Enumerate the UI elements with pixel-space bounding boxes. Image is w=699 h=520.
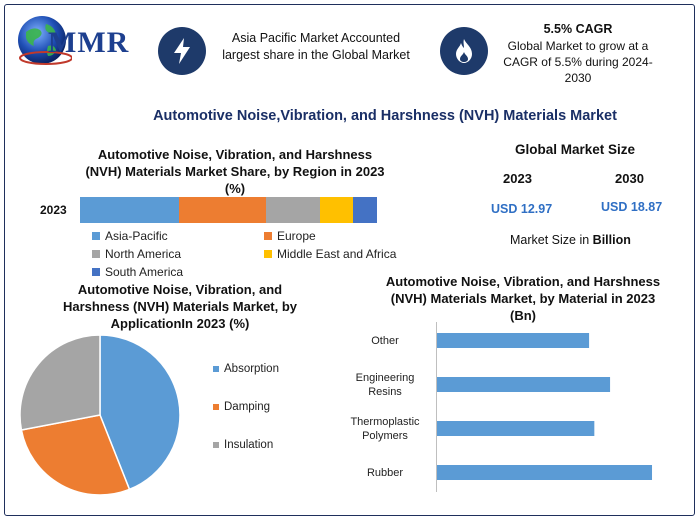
market-size-year-2023: 2023 (503, 171, 532, 186)
application-legend-item: Insulation (213, 439, 273, 451)
material-bar-engineering-resins (437, 377, 611, 392)
material-bar-other (437, 333, 590, 348)
legend-swatch (264, 232, 272, 240)
legend-swatch (213, 366, 219, 372)
legend-swatch (213, 404, 219, 410)
region-legend-item: Asia-Pacific (92, 229, 168, 243)
legend-swatch (92, 232, 100, 240)
market-size-note: Market Size in Billion (510, 233, 631, 247)
application-legend-item: Absorption (213, 363, 279, 375)
legend-label: South America (105, 265, 184, 279)
material-category-label: Engineering Resins (340, 371, 430, 399)
material-category-label-line: Polymers (362, 429, 408, 442)
region-legend-item: South America (92, 265, 183, 279)
flame-icon (456, 39, 472, 63)
application-chart-title: Automotive Noise, Vibration, and Harshne… (62, 282, 298, 331)
material-bar-thermoplastic-polymers (437, 421, 595, 436)
material-chart-title: Automotive Noise, Vibration, and Harshne… (385, 274, 661, 323)
region-bar-year-label: 2023 (40, 203, 67, 217)
market-size-note-prefix: Market Size in (510, 233, 593, 247)
region-legend-item: Europe (264, 229, 316, 243)
legend-label: Europe (277, 229, 316, 243)
legend-label: Middle East and Africa (277, 247, 397, 261)
region-legend-item: North America (92, 247, 181, 261)
region-legend-item: Middle East and Africa (264, 247, 396, 261)
legend-label: Absorption (224, 363, 279, 375)
lightning-icon-badge (158, 27, 206, 75)
material-category-label-line: Thermoplastic (350, 415, 420, 428)
material-category-label-line: Rubber (366, 466, 404, 479)
region-chart-title: Automotive Noise, Vibration, and Harshne… (85, 147, 385, 196)
legend-swatch (92, 250, 100, 258)
flame-icon-badge (440, 27, 488, 75)
lightning-bolt-icon (174, 38, 190, 64)
pie-slice-absorption (99, 334, 181, 491)
material-category-label: Thermoplastic Polymers (340, 415, 430, 443)
cagr-title: 5.5% CAGR (543, 22, 613, 36)
material-category-label: Rubber (340, 466, 430, 480)
cagr-text: Global Market to grow at a CAGR of 5.5% … (503, 39, 653, 85)
material-bar-chart (436, 322, 653, 492)
material-category-label: Other (340, 334, 430, 348)
region-bar-segment-europe (179, 197, 266, 223)
application-legend-item: Damping (213, 401, 270, 413)
region-stacked-bar (80, 197, 377, 223)
callout-region-share: Asia Pacific Market Accounted largest sh… (222, 31, 410, 62)
globe-icon (18, 16, 72, 65)
logo: MMR (12, 12, 142, 72)
legend-swatch (264, 250, 272, 258)
market-size-value-2030: USD 18.87 (601, 200, 663, 214)
legend-label: Insulation (224, 439, 274, 451)
logo-text: MMR (48, 26, 130, 59)
material-bar-rubber (437, 465, 653, 480)
material-category-label-line: Resins (368, 385, 402, 398)
market-size-value-2023: USD 12.97 (491, 202, 553, 216)
market-size-note-unit: Billion (592, 233, 631, 247)
material-category-label-line: Engineering (355, 371, 415, 384)
legend-swatch (213, 442, 219, 448)
market-size-title: Global Market Size (514, 142, 636, 157)
region-bar-segment-asia-pacific (80, 197, 179, 223)
legend-swatch (92, 268, 100, 276)
pie-slice-insulation (19, 334, 101, 431)
application-pie-chart (19, 334, 181, 496)
infographic-frame (4, 4, 695, 516)
main-title: Automotive Noise,Vibration, and Harshnes… (153, 108, 617, 124)
pie-slice-damping (20, 414, 131, 496)
material-category-label-line: Other (371, 334, 399, 347)
legend-label: Asia-Pacific (105, 229, 168, 243)
region-bar-segment-south-america (353, 197, 377, 223)
market-size-year-2030: 2030 (615, 171, 644, 186)
region-bar-segment-middle-east-and-africa (320, 197, 353, 223)
legend-label: Damping (224, 401, 271, 413)
region-bar-segment-north-america (266, 197, 320, 223)
legend-label: North America (105, 247, 182, 261)
